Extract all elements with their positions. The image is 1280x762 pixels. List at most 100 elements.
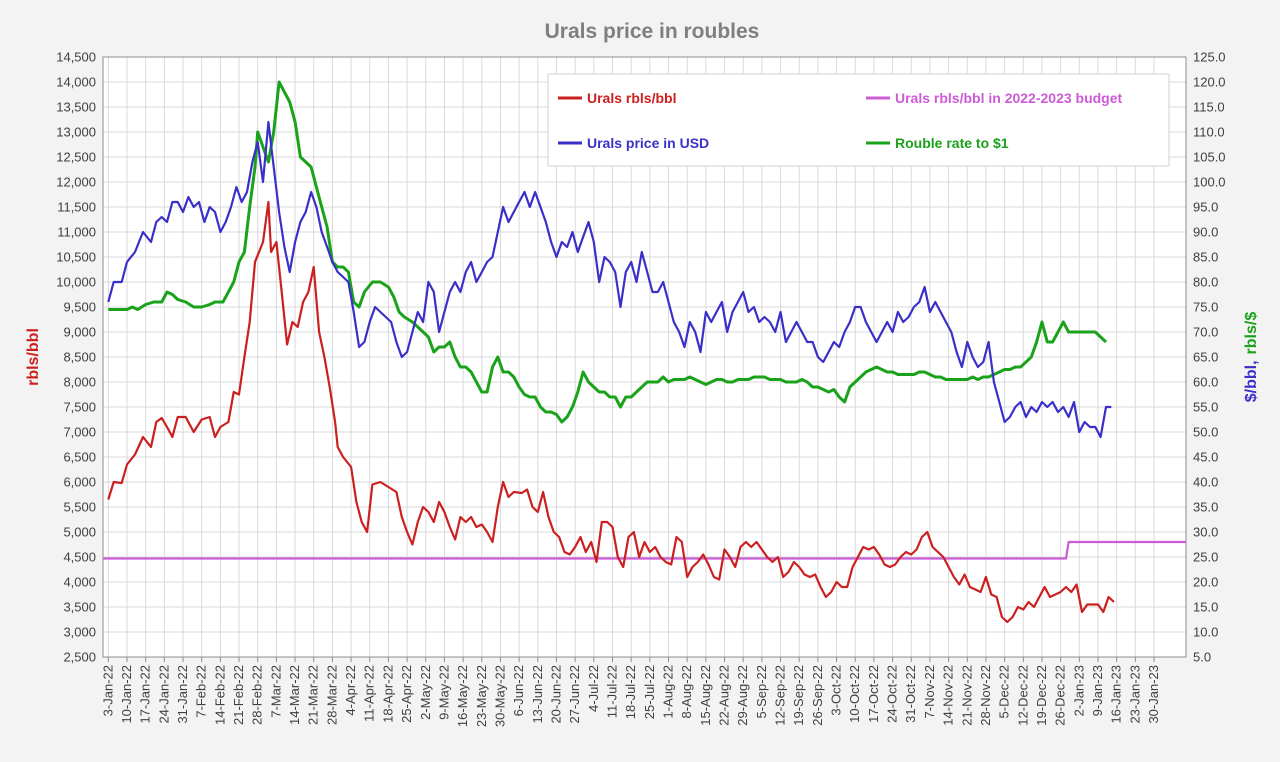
y-right-tick-label: 65.0 <box>1193 350 1218 365</box>
x-tick-label: 9-May-22 <box>436 665 451 720</box>
y-right-tick-label: 25.0 <box>1193 550 1218 565</box>
x-tick-label: 8-Aug-22 <box>679 665 694 718</box>
y-left-tick-label: 14,000 <box>56 75 96 90</box>
y-right-tick-label: 100.0 <box>1193 175 1226 190</box>
x-tick-label: 16-Jan-23 <box>1109 665 1124 724</box>
y-left-tick-label: 3,000 <box>63 625 96 640</box>
legend: Urals rbls/bbl Urals price in USD Urals … <box>547 73 1170 167</box>
x-tick-label: 14-Nov-22 <box>941 665 956 726</box>
x-tick-label: 15-Aug-22 <box>698 665 713 726</box>
y-left-tick-label: 12,000 <box>56 175 96 190</box>
y-left-tick-label: 14,500 <box>56 50 96 65</box>
y-right-tick-label: 10.0 <box>1193 625 1218 640</box>
x-tick-label: 3-Jan-22 <box>100 665 115 716</box>
y-left-tick-label: 13,500 <box>56 100 96 115</box>
chart-title: Urals price in roubles <box>545 20 760 43</box>
x-tick-label: 9-Jan-23 <box>1090 665 1105 716</box>
x-tick-label: 28-Feb-22 <box>250 665 265 725</box>
x-tick-label: 4-Apr-22 <box>343 665 358 716</box>
x-tick-label: 20-Jun-22 <box>548 665 563 724</box>
x-tick-label: 7-Nov-22 <box>922 665 937 718</box>
x-tick-label: 24-Jan-22 <box>156 665 171 724</box>
x-tick-label: 3-Oct-22 <box>829 665 844 716</box>
x-tick-label: 26-Dec-22 <box>1053 665 1068 726</box>
legend-label-budget: Urals rbls/bbl in 2022-2023 budget <box>895 90 1123 106</box>
legend-box <box>547 73 1170 167</box>
y-left-tick-label: 10,500 <box>56 250 96 265</box>
y-left-tick-label: 5,000 <box>63 525 96 540</box>
y-right-tick-label: 35.0 <box>1193 500 1218 515</box>
y-right-tick-label: 15.0 <box>1193 600 1218 615</box>
y-left-tick-label: 8,500 <box>63 350 96 365</box>
plot-border <box>102 56 1187 658</box>
y-left-tick-label: 7,000 <box>63 425 96 440</box>
right-axis-title: $/bbl, rbls/$ <box>1243 312 1260 403</box>
x-tick-label: 30-Jan-23 <box>1146 665 1161 724</box>
x-tick-label: 12-Dec-22 <box>1015 665 1030 726</box>
x-tick-label: 25-Jul-22 <box>642 665 657 719</box>
x-tick-label: 4-Jul-22 <box>586 665 601 712</box>
legend-label-rouble-rate: Rouble rate to $1 <box>895 135 1009 151</box>
y-left-tick-label: 11,000 <box>57 225 96 240</box>
x-tick-label: 31-Jan-22 <box>175 665 190 724</box>
y-right-tick-label: 60.0 <box>1193 375 1218 390</box>
x-tick-label: 5-Dec-22 <box>997 665 1012 718</box>
x-tick-label: 30-May-22 <box>492 665 507 727</box>
y-right-tick-label: 85.0 <box>1193 250 1218 265</box>
y-left-tick-label: 2,500 <box>63 650 96 665</box>
series-lines <box>103 80 1186 624</box>
x-tick-label: 12-Sep-22 <box>773 665 788 726</box>
y-right-tick-label: 115.0 <box>1193 100 1225 115</box>
x-tick-label: 26-Sep-22 <box>810 665 825 726</box>
y-right-tick-label: 45.0 <box>1193 450 1218 465</box>
x-tick-label: 28-Mar-22 <box>324 665 339 725</box>
x-tick-label: 31-Oct-22 <box>903 665 918 723</box>
rouble-rate-line <box>108 80 1108 424</box>
x-tick-label: 19-Sep-22 <box>791 665 806 726</box>
x-tick-label: 21-Nov-22 <box>959 665 974 726</box>
right-axis-title-rate: rbls/$ <box>1243 312 1260 355</box>
y-left-tick-label: 3,500 <box>63 600 96 615</box>
x-tick-label: 23-Jan-23 <box>1127 665 1142 724</box>
x-tick-label: 21-Feb-22 <box>231 665 246 725</box>
x-tick-label: 7-Feb-22 <box>194 665 209 718</box>
x-tick-label: 23-May-22 <box>474 665 489 727</box>
x-tick-label: 27-Jun-22 <box>567 665 582 724</box>
x-tick-label: 14-Feb-22 <box>212 665 227 725</box>
budget-line <box>103 540 1186 560</box>
y-left-tick-label: 4,000 <box>63 575 96 590</box>
y-right-tick-label: 120.0 <box>1193 75 1226 90</box>
y-left-tick-label: 8,000 <box>63 375 96 390</box>
y-left-tick-label: 4,500 <box>63 550 96 565</box>
left-axis-title: rbls/bbl <box>25 328 42 386</box>
y-right-tick-label: 110.0 <box>1193 125 1225 140</box>
y-left-tick-label: 5,500 <box>63 500 96 515</box>
y-left-tick-label: 13,000 <box>56 125 96 140</box>
axes: 2,500 5.0 3,000 10.0 3,500 15.0 4,000 20.0 4,500… <box>56 50 1225 728</box>
x-tick-label: 14-Mar-22 <box>287 665 302 725</box>
y-right-tick-label: 90.0 <box>1193 225 1218 240</box>
x-tick-label: 16-May-22 <box>455 665 470 727</box>
y-right-tick-label: 5.0 <box>1193 650 1211 665</box>
y-left-tick-label: 11,500 <box>57 200 96 215</box>
x-tick-label: 11-Jul-22 <box>604 665 619 718</box>
y-right-tick-label: 95.0 <box>1193 200 1218 215</box>
y-left-tick-label: 6,000 <box>63 475 96 490</box>
y-left-tick-label: 10,000 <box>56 275 96 290</box>
y-right-tick-label: 40.0 <box>1193 475 1218 490</box>
x-tick-label: 17-Jan-22 <box>138 665 153 724</box>
x-tick-label: 11-Apr-22 <box>362 665 377 722</box>
x-tick-label: 22-Aug-22 <box>717 665 732 726</box>
y-left-tick-label: 9,000 <box>63 325 96 340</box>
y-right-tick-label: 50.0 <box>1193 425 1218 440</box>
x-tick-label: 18-Jul-22 <box>623 665 638 719</box>
y-right-tick-label: 125.0 <box>1193 50 1226 65</box>
y-right-tick-label: 75.0 <box>1193 300 1218 315</box>
x-tick-label: 10-Jan-22 <box>119 665 134 724</box>
x-tick-label: 19-Dec-22 <box>1034 665 1049 726</box>
y-left-tick-label: 7,500 <box>63 400 96 415</box>
x-tick-label: 10-Oct-22 <box>847 665 862 723</box>
y-left-tick-label: 6,500 <box>63 450 96 465</box>
